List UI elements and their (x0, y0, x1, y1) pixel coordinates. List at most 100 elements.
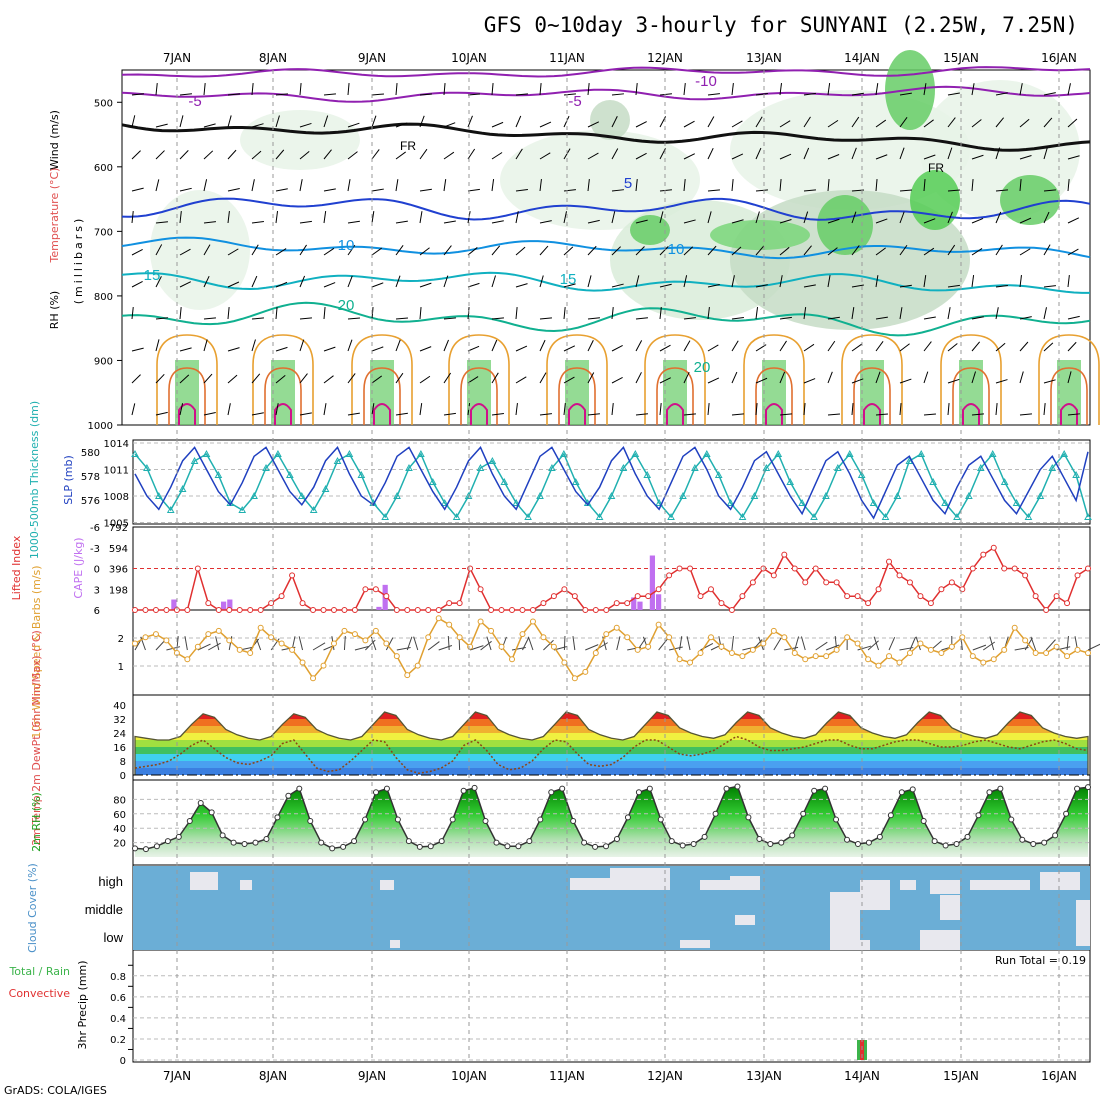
wind-barb (299, 275, 306, 288)
wind-barb (899, 211, 905, 224)
rh-point (427, 843, 434, 850)
wind-barb (563, 635, 566, 651)
wind-barb (539, 220, 552, 224)
rh-point (252, 839, 259, 846)
lifted-index-point (687, 565, 694, 572)
wind-barb (683, 246, 694, 256)
wind-barb (443, 317, 456, 320)
lifted-index-point (289, 572, 296, 579)
temp-band (135, 768, 1088, 775)
wind-barb (731, 371, 738, 384)
lifted-index-point (697, 593, 704, 600)
slp-tick: 1014 (104, 439, 129, 450)
rh-point (460, 787, 467, 794)
temp-contour-25 (940, 334, 1002, 425)
wind-barb (611, 403, 614, 416)
temp-contour-35 (274, 403, 292, 425)
thickness-point (1000, 477, 1009, 485)
wind-barb (395, 339, 401, 352)
wind-barb (947, 284, 960, 288)
thickness-point (262, 463, 270, 471)
temp-contour-25 (351, 334, 413, 425)
cape-bar (227, 599, 233, 610)
temperature-contour (121, 122, 1091, 152)
wind-barb (155, 123, 168, 128)
thickness-tick: 580 (81, 448, 100, 459)
wind-speed-point (1085, 650, 1091, 656)
wind-barb (947, 117, 956, 128)
wind-speed-point (152, 631, 159, 638)
wind-barb (251, 339, 256, 352)
lifted-index-point (582, 607, 589, 613)
temp-contour-30 (1050, 367, 1088, 425)
rh-point (986, 789, 993, 796)
lifted-index-point (770, 572, 777, 579)
wind-speed-point (278, 640, 285, 647)
wind-speed-point (770, 627, 777, 634)
wind-barb (203, 339, 208, 352)
wind-barb (587, 83, 590, 96)
rh-point (701, 833, 708, 840)
temp-bands (135, 712, 1088, 775)
wind-barb (779, 275, 783, 288)
lifted-index-point (666, 572, 673, 579)
wind-barb (731, 413, 744, 416)
wind-barb (443, 339, 449, 352)
wind-barb (563, 246, 574, 256)
wind-barb (923, 119, 934, 128)
wind-barb (155, 244, 163, 256)
wind-barb (251, 83, 254, 96)
wind-barb (875, 119, 887, 128)
wind-barb (827, 179, 830, 192)
wind-barb (251, 412, 264, 416)
rh-point (603, 843, 610, 850)
wind-barb (971, 179, 974, 192)
wind-speed-point (1001, 646, 1008, 653)
wind-barb (179, 347, 192, 352)
wind-barb (827, 316, 840, 320)
wind-barb (395, 83, 398, 96)
wind-barb (299, 317, 312, 320)
wind-speed-point (938, 650, 945, 656)
lifted-index-point (425, 607, 432, 613)
wind-speed-point (781, 634, 788, 641)
lifted-index-point (938, 586, 945, 593)
rh-point (887, 812, 894, 819)
wind-barb (563, 307, 566, 320)
wind-barb (515, 246, 526, 256)
thickness-point (548, 463, 556, 471)
panel-cloud-cover: high middle low (85, 866, 1090, 950)
wind-barb (385, 637, 394, 651)
wind-barb (803, 307, 807, 320)
wind-barb (1043, 379, 1056, 384)
wind-barb (251, 317, 264, 320)
wind-barb (155, 83, 158, 96)
rh-point (405, 838, 412, 845)
cloud-gap (830, 892, 860, 942)
wind-barb (563, 93, 576, 96)
rh-point (340, 843, 347, 850)
wind-speed-point (132, 640, 138, 647)
thickness-tick: 578 (81, 472, 100, 483)
date-label: 13JAN (746, 1069, 782, 1083)
temp-band (135, 726, 1088, 733)
lifted-index-point (906, 579, 913, 586)
rh-shade (710, 220, 810, 250)
wind-barb (947, 92, 960, 96)
rh-point (208, 809, 215, 816)
wind-barb (707, 211, 712, 224)
lifted-index-point (969, 565, 976, 572)
lifted-index-point (781, 551, 788, 558)
li-tick: 3 (94, 585, 100, 596)
wind-barb (971, 413, 984, 416)
panel-frame (132, 439, 1091, 525)
wind-barb (251, 123, 264, 128)
wind-barb (131, 280, 143, 288)
rh-point (318, 839, 325, 846)
wind-barb (371, 188, 384, 192)
rh-point (438, 838, 445, 845)
lifted-index-point (854, 593, 861, 600)
temp-contour-35 (1060, 403, 1078, 425)
wind-speed-point (320, 662, 327, 669)
wind-barb (275, 375, 286, 384)
